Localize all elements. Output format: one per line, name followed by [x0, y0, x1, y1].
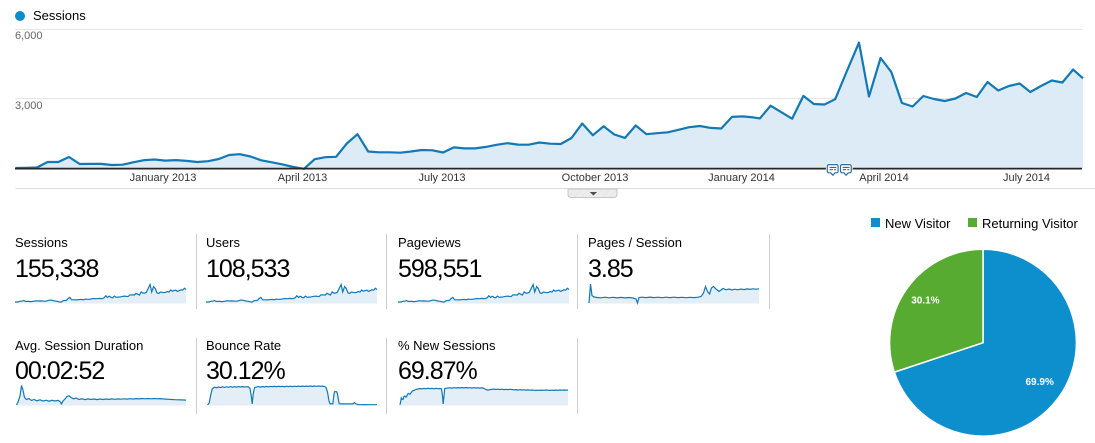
svg-text:30.1%: 30.1% [911, 295, 939, 306]
svg-text:69.9%: 69.9% [1026, 377, 1054, 388]
